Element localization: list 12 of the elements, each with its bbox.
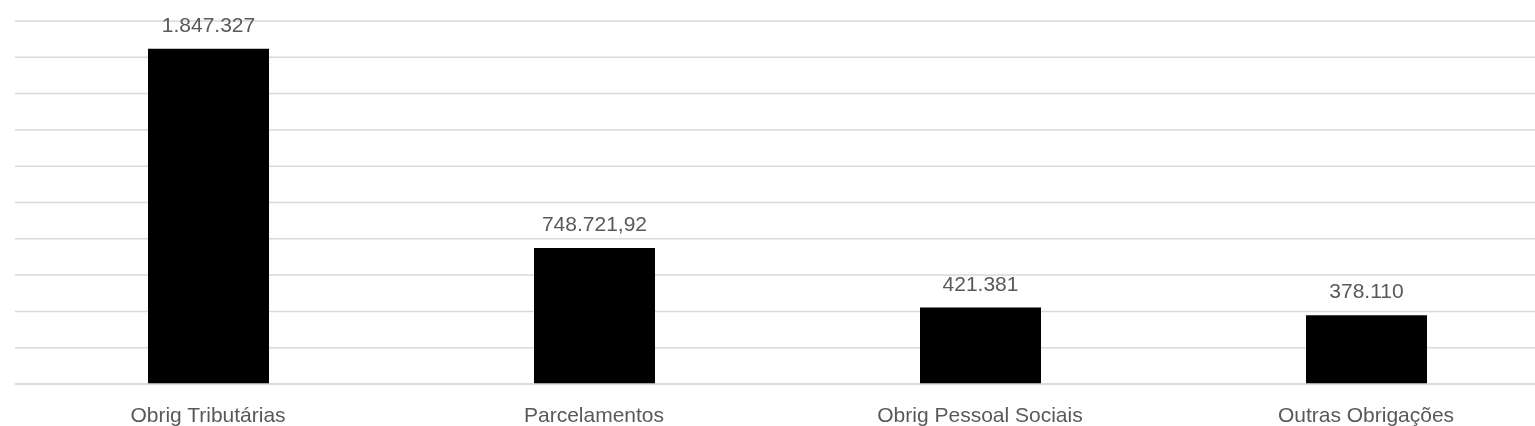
x-tick-label: Obrig Pessoal Sociais bbox=[877, 403, 1083, 426]
x-tick-label: Obrig Tributárias bbox=[130, 403, 286, 426]
bar bbox=[920, 307, 1041, 384]
bar bbox=[148, 48, 269, 384]
data-label: 1.847.327 bbox=[161, 12, 256, 36]
data-label: 421.381 bbox=[942, 271, 1019, 295]
x-tick-label: Outras Obrigações bbox=[1277, 403, 1455, 426]
data-label: 378.110 bbox=[1329, 279, 1404, 303]
bar bbox=[1306, 315, 1427, 384]
x-tick-label: Parcelamentos bbox=[523, 403, 665, 426]
bar bbox=[534, 248, 655, 384]
data-label: 748.721,92 bbox=[541, 212, 648, 236]
